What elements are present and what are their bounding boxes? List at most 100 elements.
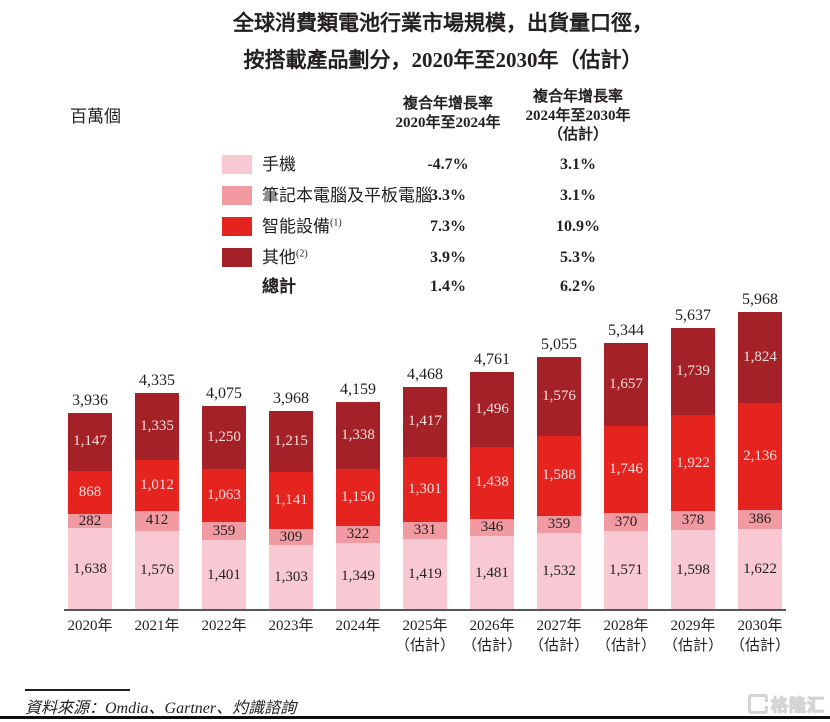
cagr-header-line: （估計）: [547, 127, 608, 143]
x-axis-label: 2026年 （估計）: [462, 618, 523, 654]
segment-others: 1,417: [403, 386, 447, 458]
legend-swatch-phones: [222, 155, 252, 174]
cagr-value-laptops-2024-2030: 3.1%: [560, 187, 596, 204]
segment-smart-devices: 1,746: [604, 425, 648, 513]
legend-label-others: 其他: [262, 248, 296, 267]
bar-2028年: 5,344 1,657 1,746 370 1,571: [604, 322, 648, 610]
segment-others: 1,338: [336, 402, 380, 469]
segment-smart-devices: 1,150: [336, 468, 380, 527]
cagr-header-line: 複合年增長率: [532, 89, 623, 105]
segment-smart-devices: 868: [68, 470, 112, 515]
bar-total-label: 4,335: [139, 372, 175, 390]
segment-laptops-tablets: 359: [537, 515, 581, 534]
segment-others: 1,496: [470, 372, 514, 447]
segment-phones: 1,598: [671, 530, 715, 610]
segment-phones: 1,532: [537, 533, 581, 610]
bar-total-label: 5,968: [742, 290, 778, 308]
segment-laptops-tablets: 282: [68, 513, 112, 528]
bar-total-label: 4,159: [340, 381, 376, 399]
segment-others: 1,147: [68, 413, 112, 471]
x-axis-label: 2021年: [134, 618, 180, 634]
legend-label-total: 總計: [262, 277, 296, 296]
cagr-header-line: 複合年增長率: [402, 96, 493, 112]
legend-row-total: 總計 1.4% 6.2%: [0, 276, 830, 298]
cagr-header-line: 2020年至2024年: [395, 115, 501, 131]
x-axis-line: [64, 609, 786, 611]
bar-2022年: 4,075 1,250 1,063 359 1,401: [202, 385, 246, 610]
bar-2030年: 5,968 1,824 2,136 386 1,622: [738, 291, 782, 610]
segment-smart-devices: 1,588: [537, 436, 581, 516]
footnote-marker-1: (1): [330, 217, 342, 229]
bar-total-label: 5,637: [675, 307, 711, 325]
segment-others: 1,657: [604, 342, 648, 426]
source-text: 資料來源：Omdia、Gartner、灼識諮詢: [25, 700, 297, 717]
segment-phones: 1,638: [68, 528, 112, 610]
segment-laptops-tablets: 331: [403, 522, 447, 539]
segment-laptops-tablets: 309: [269, 529, 313, 545]
segment-laptops-tablets: 378: [671, 511, 715, 531]
bar-2023年: 3,968 1,215 1,141 309 1,303: [269, 390, 313, 610]
segment-phones: 1,419: [403, 539, 447, 610]
legend-label-laptops-tablets: 筆記本電腦及平板電腦: [262, 186, 432, 205]
segment-smart-devices: 2,136: [738, 402, 782, 510]
segment-others: 1,215: [269, 411, 313, 473]
segment-others: 1,739: [671, 328, 715, 416]
segment-others: 1,335: [135, 393, 179, 461]
cagr-value-smart-2020-2024: 7.3%: [430, 218, 466, 235]
segment-phones: 1,303: [269, 544, 313, 610]
gelonghui-logo-text: 格隆汇: [770, 695, 825, 715]
bar-total-label: 4,761: [474, 351, 510, 369]
x-axis-label: 2030年 （估計）: [730, 618, 791, 654]
segment-smart-devices: 1,012: [135, 460, 179, 511]
legend-label-phones: 手機: [262, 155, 296, 174]
segment-phones: 1,576: [135, 531, 179, 610]
bar-2024年: 4,159 1,338 1,150 322 1,349: [336, 381, 380, 610]
x-axis-label: 2028年 （估計）: [596, 618, 657, 654]
segment-smart-devices: 1,438: [470, 446, 514, 519]
segment-smart-devices: 1,301: [403, 457, 447, 523]
chart-title: 全球消費類電池行業市場規模，出貨量口徑， 按搭載產品劃分，2020年至2030年…: [56, 5, 830, 79]
segment-smart-devices: 1,141: [269, 472, 313, 530]
cagr-header-2020-2024: 複合年增長率 2020年至2024年: [378, 95, 518, 133]
legend-row-others: 其他(2) 3.9% 5.3%: [0, 247, 830, 269]
cagr-value-phones-2020-2024: -4.7%: [427, 156, 469, 173]
legend-swatch-others: [222, 248, 252, 267]
cagr-value-phones-2024-2030: 3.1%: [560, 156, 596, 173]
bar-2029年: 5,637 1,739 1,922 378 1,598: [671, 307, 715, 610]
segment-phones: 1,401: [202, 540, 246, 610]
bottom-border: [0, 716, 830, 719]
bar-2025年: 4,468 1,417 1,301 331 1,419: [403, 366, 447, 610]
x-axis-label: 2020年: [67, 618, 113, 634]
segment-phones: 1,481: [470, 536, 514, 610]
segment-phones: 1,349: [336, 542, 380, 610]
y-axis-unit-label: 百萬個: [70, 107, 121, 126]
x-axis-label: 2027年 （估計）: [529, 618, 590, 654]
cagr-value-laptops-2020-2024: 3.3%: [430, 187, 466, 204]
segment-laptops-tablets: 359: [202, 522, 246, 540]
bar-total-label: 3,936: [72, 392, 108, 410]
x-axis-label: 2029年 （估計）: [663, 618, 724, 654]
bar-total-label: 3,968: [273, 390, 309, 408]
bar-2027年: 5,055 1,576 1,588 359 1,532: [537, 336, 581, 610]
legend-label-smart-devices: 智能設備: [262, 217, 330, 236]
bar-total-label: 4,075: [206, 385, 242, 403]
cagr-value-smart-2024-2030: 10.9%: [556, 218, 600, 235]
bar-total-label: 5,344: [608, 321, 644, 339]
segment-laptops-tablets: 412: [135, 510, 179, 532]
cagr-value-others-2020-2024: 3.9%: [430, 249, 466, 266]
cagr-value-others-2024-2030: 5.3%: [560, 249, 596, 266]
segment-laptops-tablets: 322: [336, 526, 380, 543]
cagr-header-line: 2024年至2030年: [525, 108, 631, 124]
cagr-value-total-2020-2024: 1.4%: [430, 278, 466, 295]
legend-swatch-smart-devices: [222, 217, 252, 236]
segment-others: 1,824: [738, 311, 782, 403]
chart-title-line2: 按搭載產品劃分，2020年至2030年（估計）: [243, 48, 643, 72]
cagr-value-total-2024-2030: 6.2%: [560, 278, 596, 295]
legend-swatch-laptops-tablets: [222, 186, 252, 205]
legend-row-phones: 手機 -4.7% 3.1%: [0, 154, 830, 176]
x-axis-label: 2025年 （估計）: [395, 618, 456, 654]
segment-laptops-tablets: 346: [470, 518, 514, 536]
segment-phones: 1,571: [604, 531, 648, 610]
bar-total-label: 5,055: [541, 336, 577, 354]
